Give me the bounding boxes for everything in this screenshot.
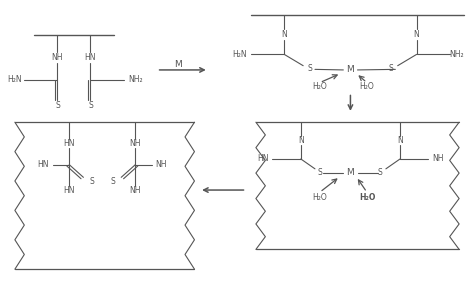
Text: H₂N: H₂N [232,50,246,59]
Text: H₂O: H₂O [360,82,374,91]
Text: H₂O: H₂O [312,193,327,202]
Text: N: N [397,136,403,145]
Text: S: S [378,168,383,177]
Text: N: N [414,30,419,39]
Text: HN: HN [85,53,96,62]
Text: N: N [298,136,304,145]
Text: H₂O: H₂O [359,193,375,202]
Text: NH: NH [52,53,63,62]
Text: NH: NH [432,154,444,164]
Text: H₂O: H₂O [312,82,327,91]
Text: NH: NH [155,160,167,169]
Text: M: M [346,168,354,177]
Text: HN: HN [64,139,75,148]
Text: S: S [55,101,60,110]
Text: S: S [88,101,93,110]
Text: S: S [388,64,393,73]
Text: H₂N: H₂N [8,75,22,84]
Text: HN: HN [257,154,269,164]
Text: M: M [174,60,182,69]
Text: NH₂: NH₂ [128,75,143,84]
Text: HN: HN [64,185,75,195]
Text: N: N [282,30,287,39]
Text: NH₂: NH₂ [449,50,464,59]
Text: S: S [110,176,115,185]
Text: S: S [317,168,322,177]
Text: S: S [90,176,94,185]
Text: M: M [346,65,354,74]
Text: NH: NH [129,185,141,195]
Text: HN: HN [37,160,49,169]
Text: NH: NH [129,139,141,148]
Text: S: S [308,64,313,73]
